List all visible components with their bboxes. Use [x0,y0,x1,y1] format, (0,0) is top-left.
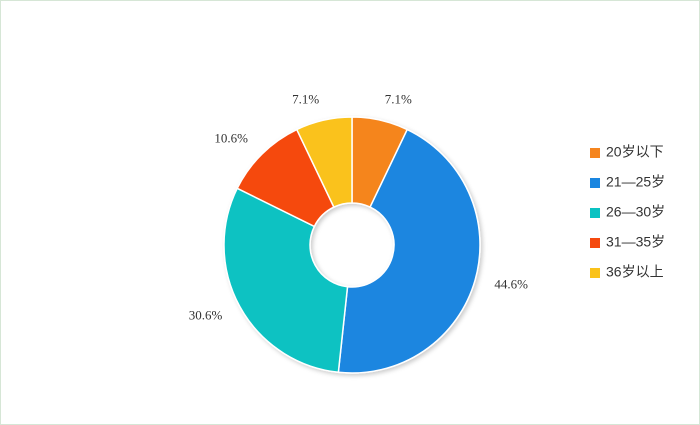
data-label: 7.1% [385,92,412,107]
donut [223,116,481,374]
data-label: 10.6% [214,131,248,146]
data-label: 44.6% [494,276,528,291]
legend-swatch [590,208,600,218]
slice [337,128,481,374]
legend-swatch [590,268,600,278]
legend-label: 31—35岁 [606,234,665,250]
data-label: 7.1% [292,92,319,107]
legend-label: 26—30岁 [606,204,665,220]
slice [223,187,349,374]
legend-swatch [590,178,600,188]
legend-label: 36岁以上 [606,264,664,280]
slice [295,116,353,209]
legend-label: 21—25岁 [606,174,665,190]
legend-swatch [590,238,600,248]
legend-swatch [590,148,600,158]
data-label: 30.6% [189,307,223,322]
legend-label: 20岁以下 [606,144,664,160]
